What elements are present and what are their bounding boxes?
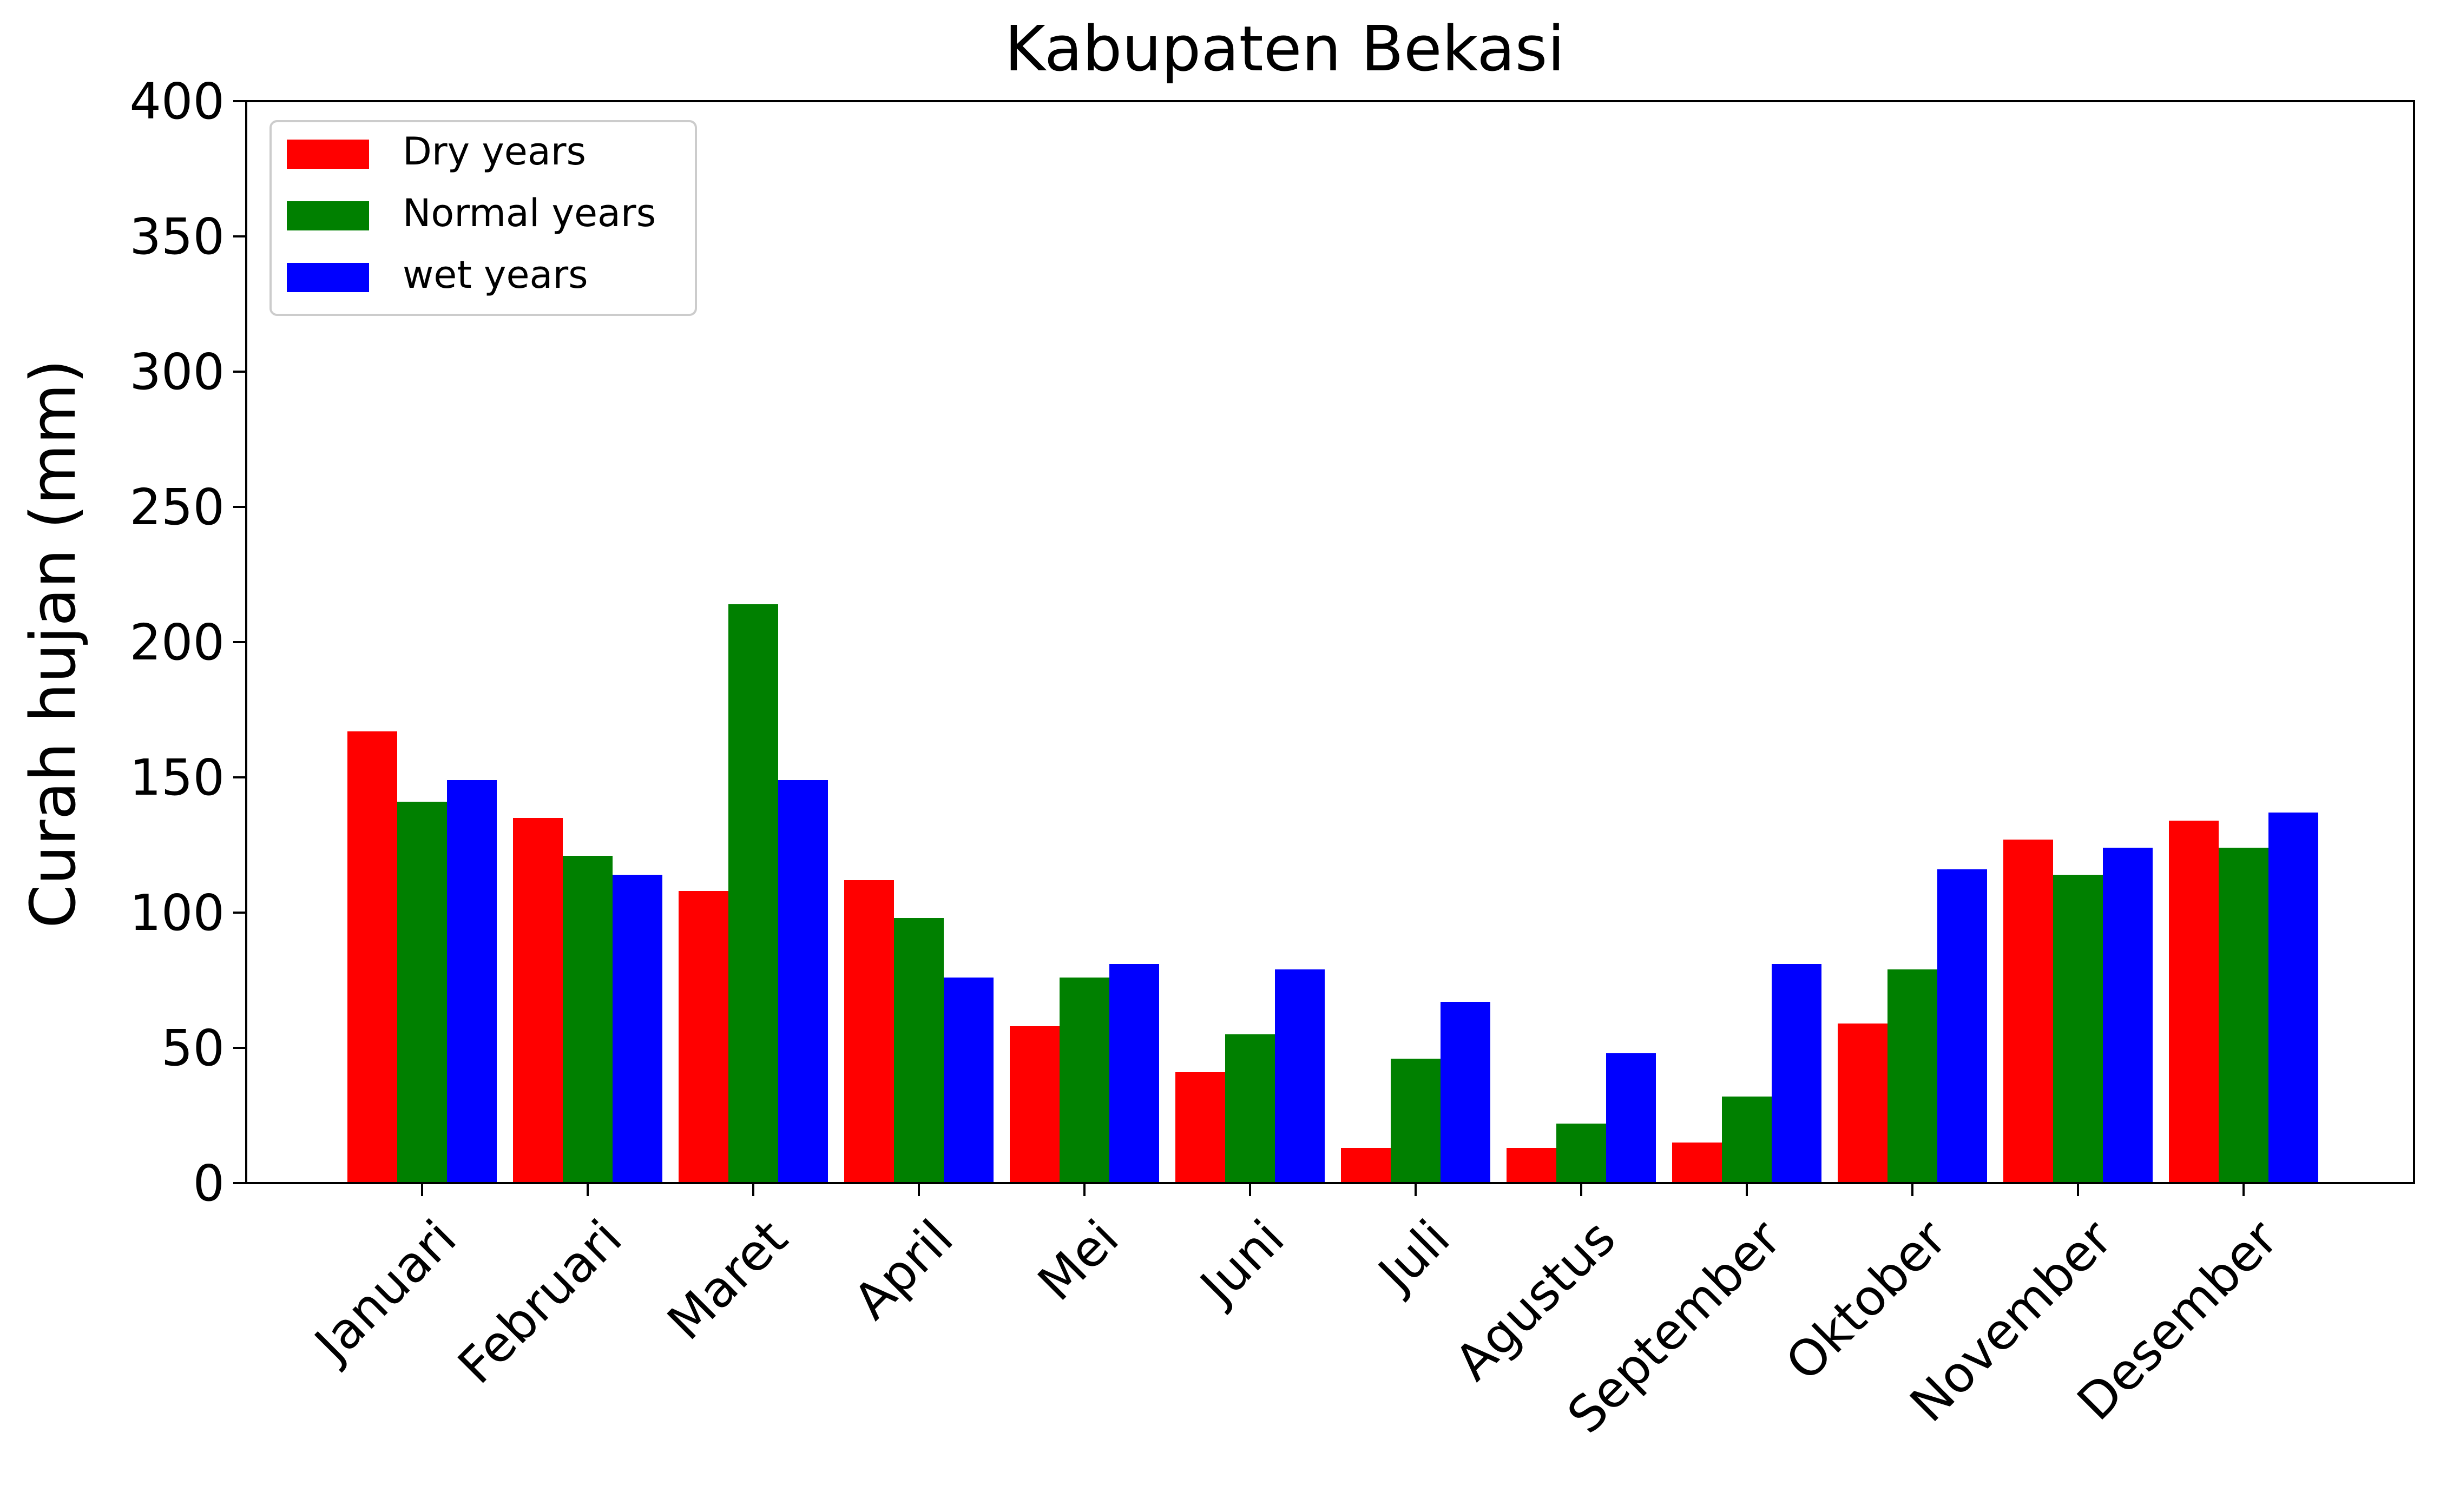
y-tick-label: 400 <box>129 72 225 130</box>
bar-dry-years-januari <box>347 731 397 1183</box>
bar-normal-years-november <box>2053 875 2103 1183</box>
bar-normal-years-maret <box>728 604 778 1183</box>
bar-dry-years-juli <box>1341 1148 1391 1183</box>
y-axis-label: Curah hujan (mm) <box>17 359 90 928</box>
chart-title: Kabupaten Bekasi <box>1004 13 1564 85</box>
bar-dry-years-oktober <box>1838 1024 1887 1183</box>
bar-wet-years-januari <box>447 780 497 1183</box>
y-tick-label: 150 <box>129 749 225 807</box>
plot-frame <box>245 100 2415 1184</box>
bar-dry-years-mei <box>1010 1026 1060 1183</box>
y-tick-label: 200 <box>129 613 225 671</box>
bar-wet-years-oktober <box>1937 869 1987 1183</box>
bar-normal-years-mei <box>1060 978 1109 1183</box>
bar-normal-years-juni <box>1225 1034 1275 1183</box>
bar-normal-years-agustus <box>1556 1124 1606 1183</box>
bar-wet-years-september <box>1772 964 1821 1183</box>
legend: Dry years Normal years wet years <box>269 120 697 316</box>
bar-normal-years-desember <box>2219 848 2268 1183</box>
bar-wet-years-november <box>2103 848 2153 1183</box>
legend-box <box>269 120 697 316</box>
legend-swatch-dry-years <box>287 140 369 169</box>
bar-wet-years-agustus <box>1606 1053 1656 1183</box>
bar-normal-years-juli <box>1391 1059 1441 1183</box>
bar-normal-years-januari <box>397 802 447 1183</box>
legend-items: Dry years Normal years wet years <box>287 129 656 297</box>
legend-swatch-normal-years <box>287 201 369 230</box>
y-tick-label: 0 <box>193 1154 225 1212</box>
bar-dry-years-september <box>1672 1143 1722 1183</box>
bar-dry-years-november <box>2003 840 2053 1183</box>
bar-wet-years-februari <box>613 875 662 1183</box>
bar-normal-years-september <box>1722 1097 1772 1183</box>
y-tick-label: 350 <box>129 208 225 266</box>
legend-label-normal-years: Normal years <box>403 191 656 235</box>
bar-wet-years-april <box>944 978 994 1183</box>
bar-wet-years-juli <box>1441 1002 1490 1183</box>
y-tick-label: 300 <box>129 343 225 401</box>
legend-label-wet-years: wet years <box>403 253 588 297</box>
y-tick-label: 100 <box>129 884 225 942</box>
bar-dry-years-agustus <box>1507 1148 1556 1183</box>
bar-normal-years-oktober <box>1887 969 1937 1183</box>
legend-label-dry-years: Dry years <box>403 129 586 174</box>
bar-wet-years-maret <box>778 780 828 1183</box>
y-tick-label: 250 <box>129 478 225 536</box>
bar-wet-years-desember <box>2268 813 2318 1183</box>
bar-normal-years-februari <box>563 856 613 1183</box>
bar-wet-years-juni <box>1275 969 1325 1183</box>
bar-dry-years-juni <box>1175 1072 1225 1183</box>
bar-dry-years-desember <box>2169 821 2219 1183</box>
legend-swatch-wet-years <box>287 263 369 292</box>
y-axis: 0 50 100 150 200 250 300 350 400 <box>129 72 246 1212</box>
bars-layer <box>347 604 2318 1183</box>
bar-dry-years-maret <box>679 891 728 1183</box>
bar-normal-years-april <box>894 918 944 1183</box>
bar-wet-years-mei <box>1109 964 1159 1183</box>
bar-dry-years-februari <box>513 818 563 1183</box>
y-tick-label: 50 <box>161 1019 225 1077</box>
bar-dry-years-april <box>844 880 894 1183</box>
